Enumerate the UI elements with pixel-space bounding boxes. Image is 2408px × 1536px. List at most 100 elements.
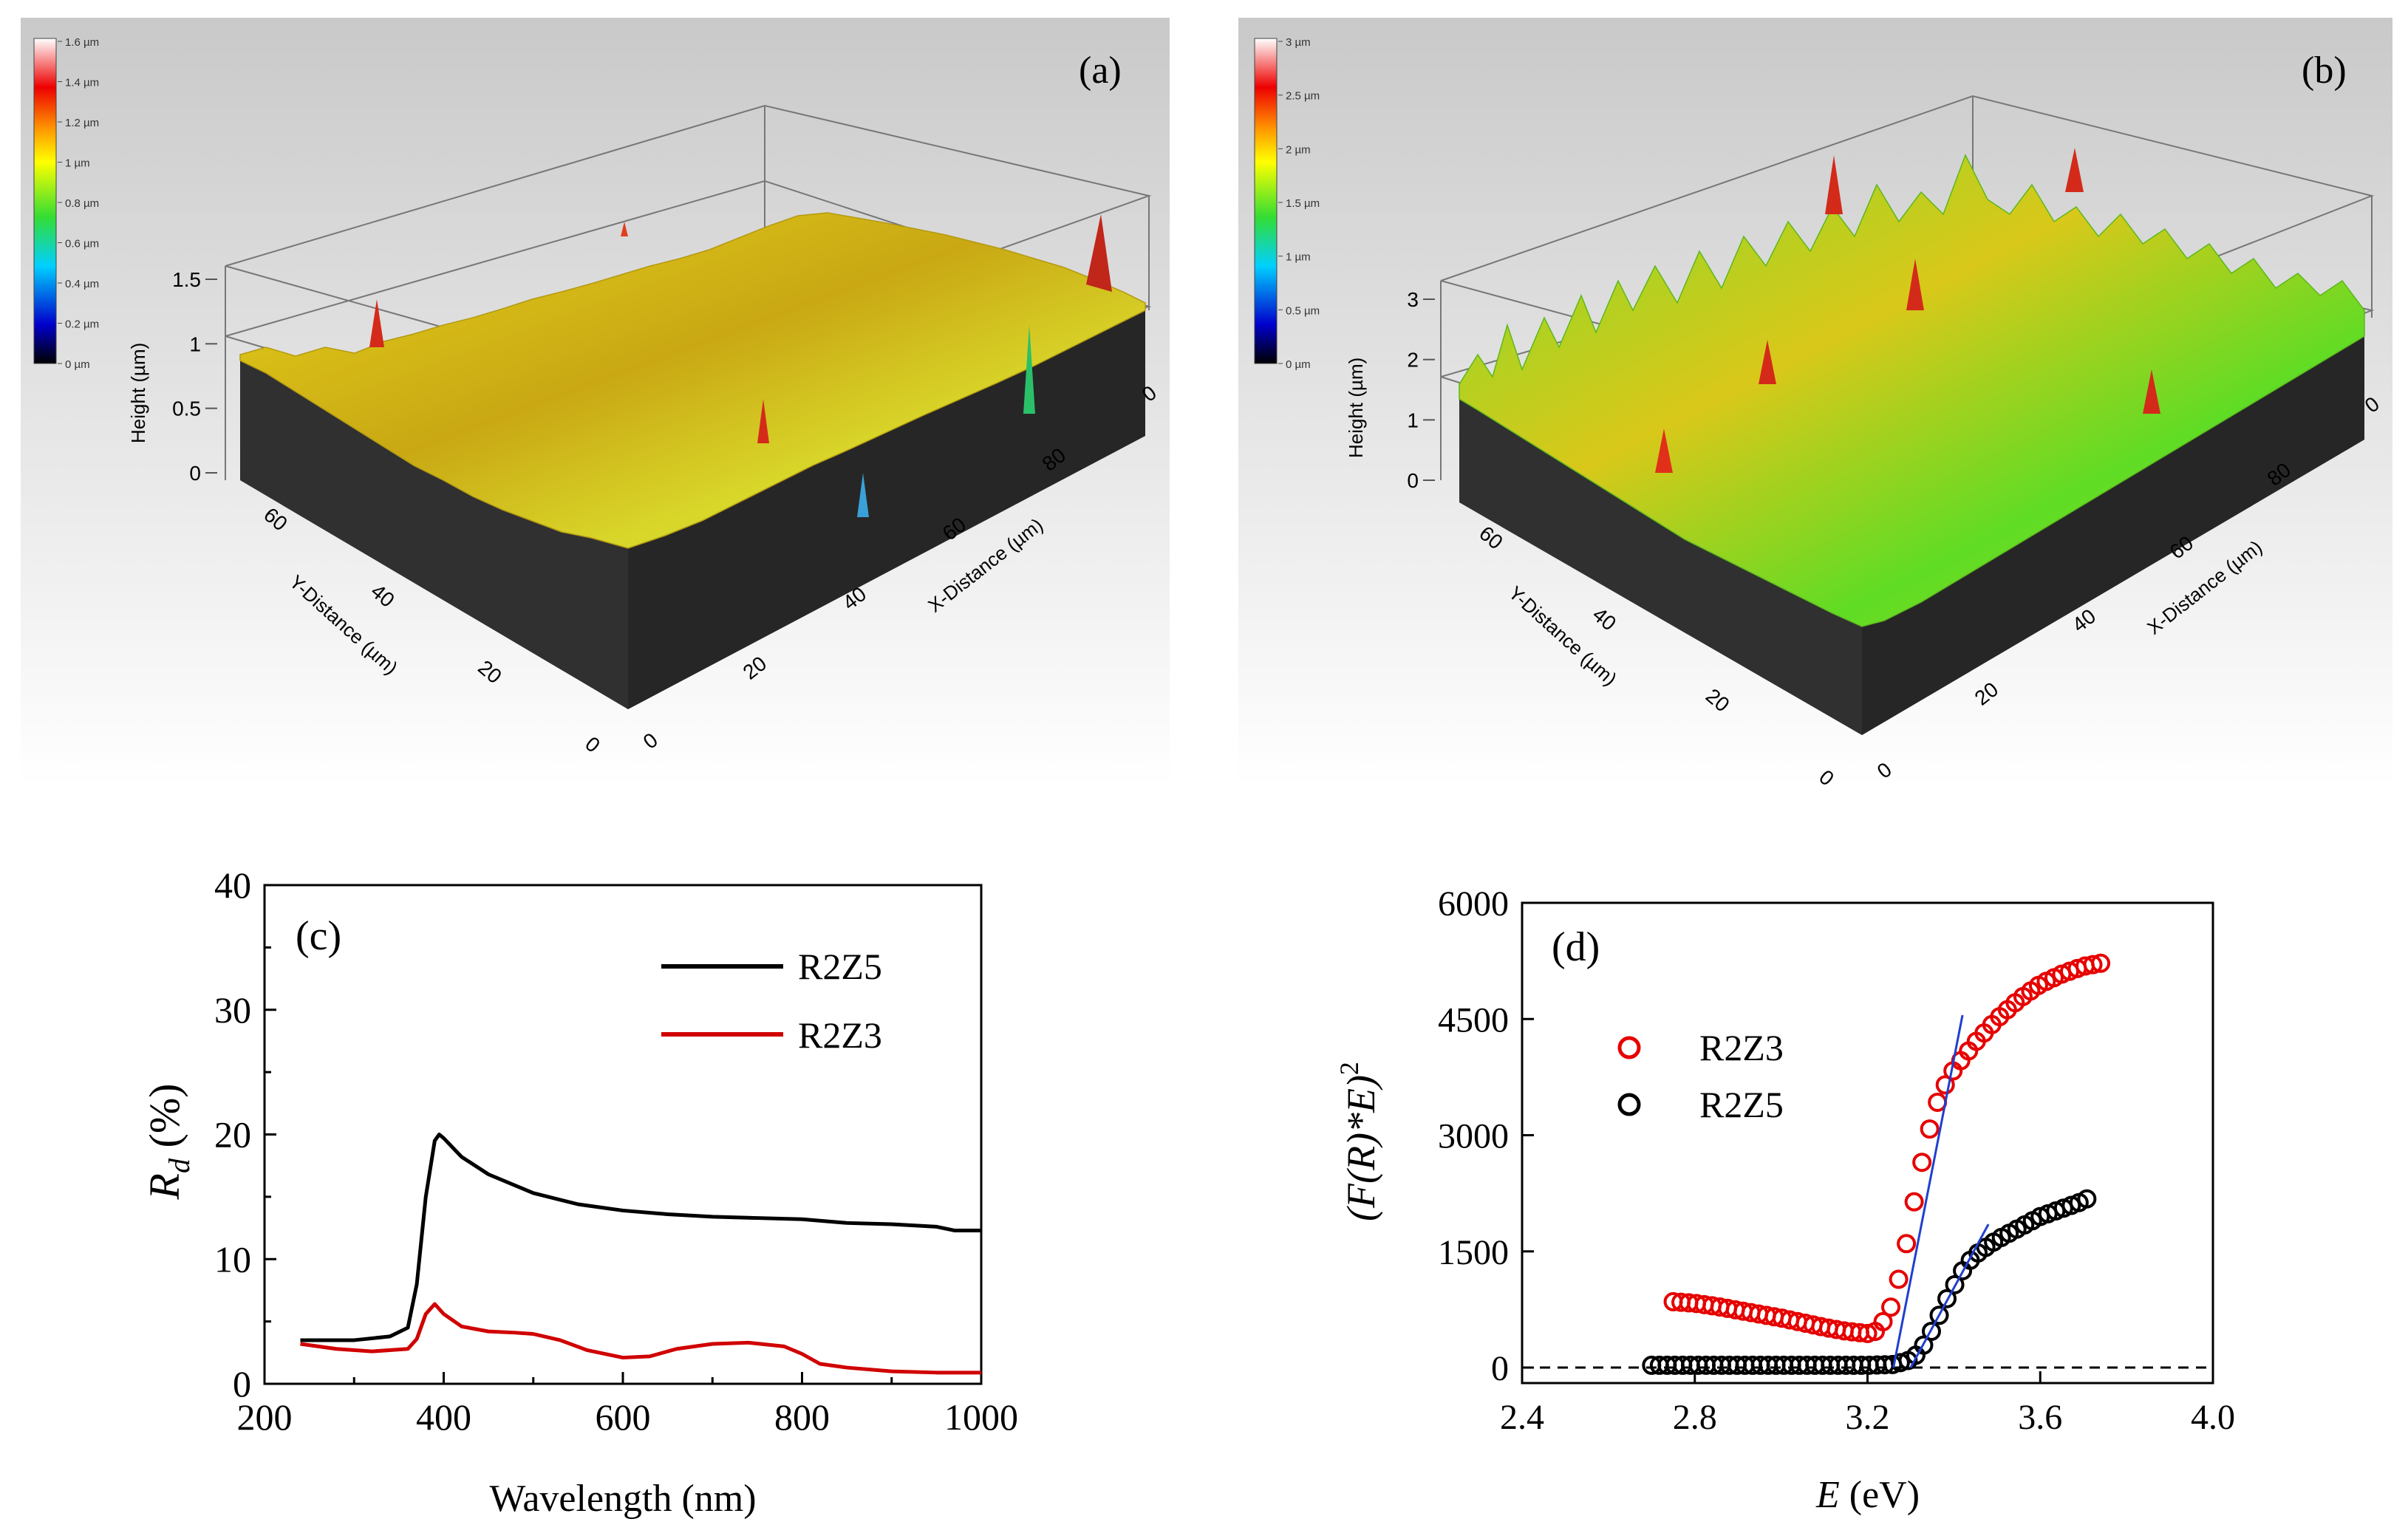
x-tick-label: 800	[774, 1396, 830, 1438]
y-tick-label: 10	[214, 1238, 251, 1280]
y-tick-label: 1500	[1438, 1233, 1509, 1272]
panel-a-z-ticks: 0 0.5 1 1.5	[172, 268, 217, 485]
y-label-symbol: R	[140, 1173, 188, 1200]
panel-a-surface	[239, 212, 1146, 549]
panel-a-spike	[857, 473, 869, 517]
x-tick-label: 2.8	[1673, 1398, 1717, 1437]
series-line-r2z5	[300, 1133, 981, 1342]
colorbar-label: 1.2 µm	[65, 117, 99, 129]
panel-a-colorbar	[33, 38, 57, 364]
marker-r2z3	[2091, 953, 2111, 973]
tauc-fit-line	[1892, 1014, 1964, 1368]
panel-c-legend: R2Z5 R2Z3	[661, 946, 882, 1056]
panel-b-z-ticks: 0 1 2 3	[1407, 288, 1435, 492]
colorbar-label: 0 µm	[1286, 358, 1311, 371]
colorbar-label: 1.4 µm	[65, 77, 99, 89]
marker-r2z3	[1889, 1269, 1909, 1289]
marker-r2z5	[2077, 1189, 2097, 1209]
marker-r2z3	[1912, 1153, 1932, 1173]
y-tick-label: 6000	[1438, 884, 1509, 924]
panel-b-spike	[2065, 148, 2084, 192]
y-label-subscript: d	[163, 1158, 196, 1173]
legend-swatch-r2z5	[1617, 1093, 1641, 1116]
panel-a-z-label: Height (µm)	[127, 343, 149, 443]
z-tick-label: 3	[1407, 288, 1419, 311]
x-tick-label: 1000	[944, 1396, 1018, 1438]
panel-b-base-side	[1862, 336, 2364, 735]
colorbar-label: 1.6 µm	[65, 36, 99, 49]
panel-b-spike	[2143, 369, 2160, 414]
legend-swatch-r2z3	[1617, 1036, 1641, 1059]
marker-r2z5	[1937, 1288, 1957, 1308]
colorbar-label: 1 µm	[65, 157, 90, 170]
panel-b-spike	[1655, 429, 1673, 473]
panel-a-spike	[369, 299, 384, 347]
tauc-fit-line	[1909, 1223, 1990, 1368]
marker-r2z3	[1881, 1297, 1901, 1317]
marker-r2z5	[1929, 1305, 1949, 1325]
y-tick-label: 20	[214, 1114, 251, 1156]
y-tick-label: 40	[214, 864, 251, 906]
y-tick-label: 4500	[1438, 1000, 1509, 1040]
z-tick-label: 0.5	[172, 397, 201, 420]
colorbar-label: 2 µm	[1286, 143, 1311, 156]
panel-b-spike	[1825, 155, 1843, 214]
panel-a-spike	[757, 399, 769, 443]
marker-r2z3	[1873, 1311, 1893, 1331]
marker-r2z3	[2083, 955, 2103, 974]
marker-r2z3	[1935, 1075, 1955, 1095]
z-tick-label: 1	[189, 332, 201, 355]
legend-label-r2z3: R2Z3	[1699, 1027, 1784, 1068]
z-tick-label: 0	[189, 462, 201, 485]
colorbar-label: 1.5 µm	[1286, 197, 1320, 210]
panel-d-scatter-chart: 2.4 2.8 3.2 3.6 4.0 0 1500 3000 4500 6000 (d) R2Z…	[1334, 884, 2235, 1516]
panel-b-surface	[1459, 154, 2365, 627]
legend-label-r2z3: R2Z3	[798, 1014, 882, 1056]
z-tick-label: 1.5	[172, 268, 201, 291]
colorbar-label: 3 µm	[1286, 36, 1311, 49]
y-tick-label: 3000	[1438, 1117, 1509, 1156]
panel-b-spike	[1906, 259, 1924, 310]
svg-text:Rd (%): Rd (%)	[140, 1084, 196, 1201]
x-tick-label: 3.6	[2018, 1398, 2062, 1437]
svg-text:(F(R)*E)2: (F(R)*E)2	[1334, 1062, 1383, 1221]
panel-c-y-label: Rd (%)	[140, 1084, 196, 1201]
colorbar-label: 0 µm	[65, 358, 90, 371]
marker-r2z3	[1858, 1323, 1877, 1343]
panel-a-spike	[621, 222, 628, 236]
marker-r2z5	[1921, 1321, 1941, 1341]
y-tick-label: 0	[1491, 1349, 1509, 1388]
x-tick-label: 3.2	[1846, 1398, 1890, 1437]
y-label-exponent: 2	[1334, 1062, 1364, 1075]
marker-r2z3	[1920, 1119, 1940, 1139]
panel-b-spike	[1759, 340, 1776, 384]
colorbar-label: 2.5 µm	[1286, 90, 1320, 103]
panel-b-colorbar-labels: 3 µm 2.5 µm 2 µm 1.5 µm 1 µm 0.5 µm 0 µm	[1278, 36, 1320, 371]
panel-c-x-label: Wavelength (nm)	[489, 1478, 756, 1520]
marker-r2z3	[1904, 1192, 1924, 1212]
colorbar-label: 0.4 µm	[65, 278, 99, 290]
colorbar-label: 0.6 µm	[65, 238, 99, 250]
x-tick-label: 600	[596, 1396, 651, 1438]
marker-r2z5	[1890, 1353, 1910, 1373]
panel-d-y-label: (F(R)*E)2	[1334, 1062, 1383, 1221]
panel-a-panel-label: (a)	[1079, 50, 1122, 92]
y-tick-label: 30	[214, 989, 251, 1031]
legend-label-r2z5: R2Z5	[1699, 1084, 1784, 1125]
panel-d-x-label: E (eV)	[1815, 1474, 1920, 1516]
legend-label-r2z5: R2Z5	[798, 946, 882, 987]
marker-r2z3	[1897, 1234, 1917, 1254]
panel-d-series	[1642, 953, 2111, 1375]
panel-b-z-label: Height (µm)	[1345, 358, 1367, 458]
z-tick-label: 1	[1407, 409, 1419, 431]
y-label-main: (F(R)*E)	[1339, 1075, 1383, 1221]
panel-b-3d-surface: 3 µm 2.5 µm 2 µm 1.5 µm 1 µm 0.5 µm 0 µm 0 1 2 3 …	[1238, 18, 2392, 791]
panel-b-panel-label: (b)	[2302, 50, 2347, 92]
y-tick-label: 0	[233, 1363, 251, 1404]
colorbar-label: 1 µm	[1286, 251, 1311, 264]
z-tick-label: 2	[1407, 349, 1419, 372]
colorbar-label: 0.8 µm	[65, 197, 99, 210]
x-tick-label: 400	[416, 1396, 471, 1438]
marker-r2z5	[1945, 1274, 1965, 1294]
